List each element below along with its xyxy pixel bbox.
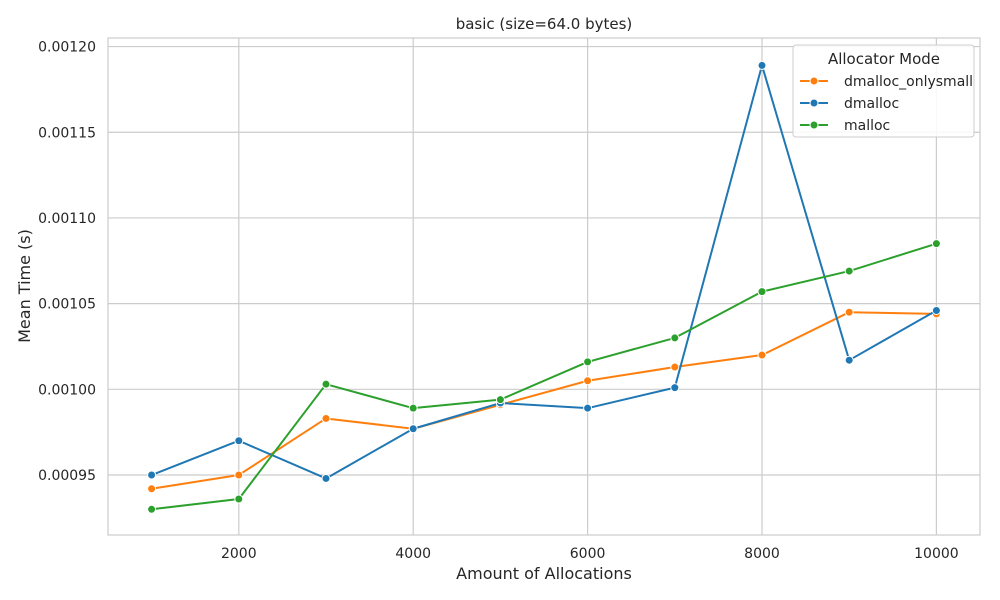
data-point-dmalloc bbox=[757, 60, 767, 70]
data-point-dmalloc_onlysmall bbox=[757, 350, 767, 360]
legend-label-dmalloc_onlysmall: dmalloc_onlysmall bbox=[844, 74, 973, 90]
data-point-malloc bbox=[408, 403, 418, 413]
data-point-dmalloc_onlysmall bbox=[844, 307, 854, 317]
data-point-dmalloc_onlysmall bbox=[670, 362, 680, 372]
data-point-malloc bbox=[495, 395, 505, 405]
y-axis: 0.00095 0.00100 0.00105 0.00110 0.00115 0.001… bbox=[38, 40, 96, 484]
data-point-dmalloc_onlysmall bbox=[147, 484, 157, 494]
x-tick-label: 10000 bbox=[914, 546, 959, 562]
legend-title: Allocator Mode bbox=[828, 50, 940, 68]
y-tick-label: 0.00115 bbox=[38, 125, 96, 141]
data-point-malloc bbox=[670, 333, 680, 343]
x-axis-title: Amount of Allocations bbox=[456, 564, 632, 583]
data-point-dmalloc bbox=[408, 424, 418, 434]
data-point-malloc bbox=[844, 266, 854, 276]
data-point-dmalloc bbox=[670, 383, 680, 393]
data-point-malloc bbox=[931, 239, 941, 249]
data-point-malloc bbox=[583, 357, 593, 367]
legend-box bbox=[792, 44, 975, 138]
x-tick-label: 2000 bbox=[221, 546, 257, 562]
data-point-dmalloc bbox=[844, 355, 854, 365]
legend-marker-dmalloc bbox=[809, 98, 819, 108]
plot-area bbox=[107, 37, 981, 536]
y-tick-label: 0.00120 bbox=[38, 40, 96, 56]
x-tick-label: 4000 bbox=[395, 546, 431, 562]
data-point-dmalloc bbox=[147, 470, 157, 480]
data-point-dmalloc bbox=[931, 305, 941, 315]
series-group bbox=[147, 60, 941, 514]
x-axis: 2000 4000 6000 8000 10000 bbox=[221, 546, 959, 562]
legend-marker-dmalloc_onlysmall bbox=[809, 76, 819, 86]
y-axis-title: Mean Time (s) bbox=[15, 229, 34, 343]
y-tick-label: 0.00105 bbox=[38, 297, 96, 313]
data-point-dmalloc_onlysmall bbox=[234, 470, 244, 480]
series-line-dmalloc_onlysmall bbox=[151, 311, 937, 490]
y-tick-label: 0.00095 bbox=[38, 468, 96, 484]
legend-label-malloc: malloc bbox=[844, 118, 890, 134]
y-tick-label: 0.00100 bbox=[38, 382, 96, 398]
x-tick-label: 6000 bbox=[570, 546, 606, 562]
data-point-dmalloc bbox=[321, 473, 331, 483]
series-line-dmalloc bbox=[151, 64, 937, 480]
legend-marker-malloc bbox=[809, 120, 819, 130]
data-point-dmalloc_onlysmall bbox=[321, 413, 331, 423]
data-point-malloc bbox=[147, 504, 157, 514]
data-point-malloc bbox=[234, 494, 244, 504]
data-point-dmalloc_onlysmall bbox=[583, 376, 593, 386]
legend-label-dmalloc: dmalloc bbox=[844, 96, 899, 112]
y-tick-label: 0.00110 bbox=[38, 211, 96, 227]
x-tick-label: 8000 bbox=[744, 546, 780, 562]
data-point-dmalloc bbox=[583, 403, 593, 413]
chart-title: basic (size=64.0 bytes) bbox=[456, 15, 633, 33]
data-point-dmalloc bbox=[234, 436, 244, 446]
data-point-malloc bbox=[757, 287, 767, 297]
data-point-malloc bbox=[321, 379, 331, 389]
series-line-malloc bbox=[151, 242, 937, 511]
